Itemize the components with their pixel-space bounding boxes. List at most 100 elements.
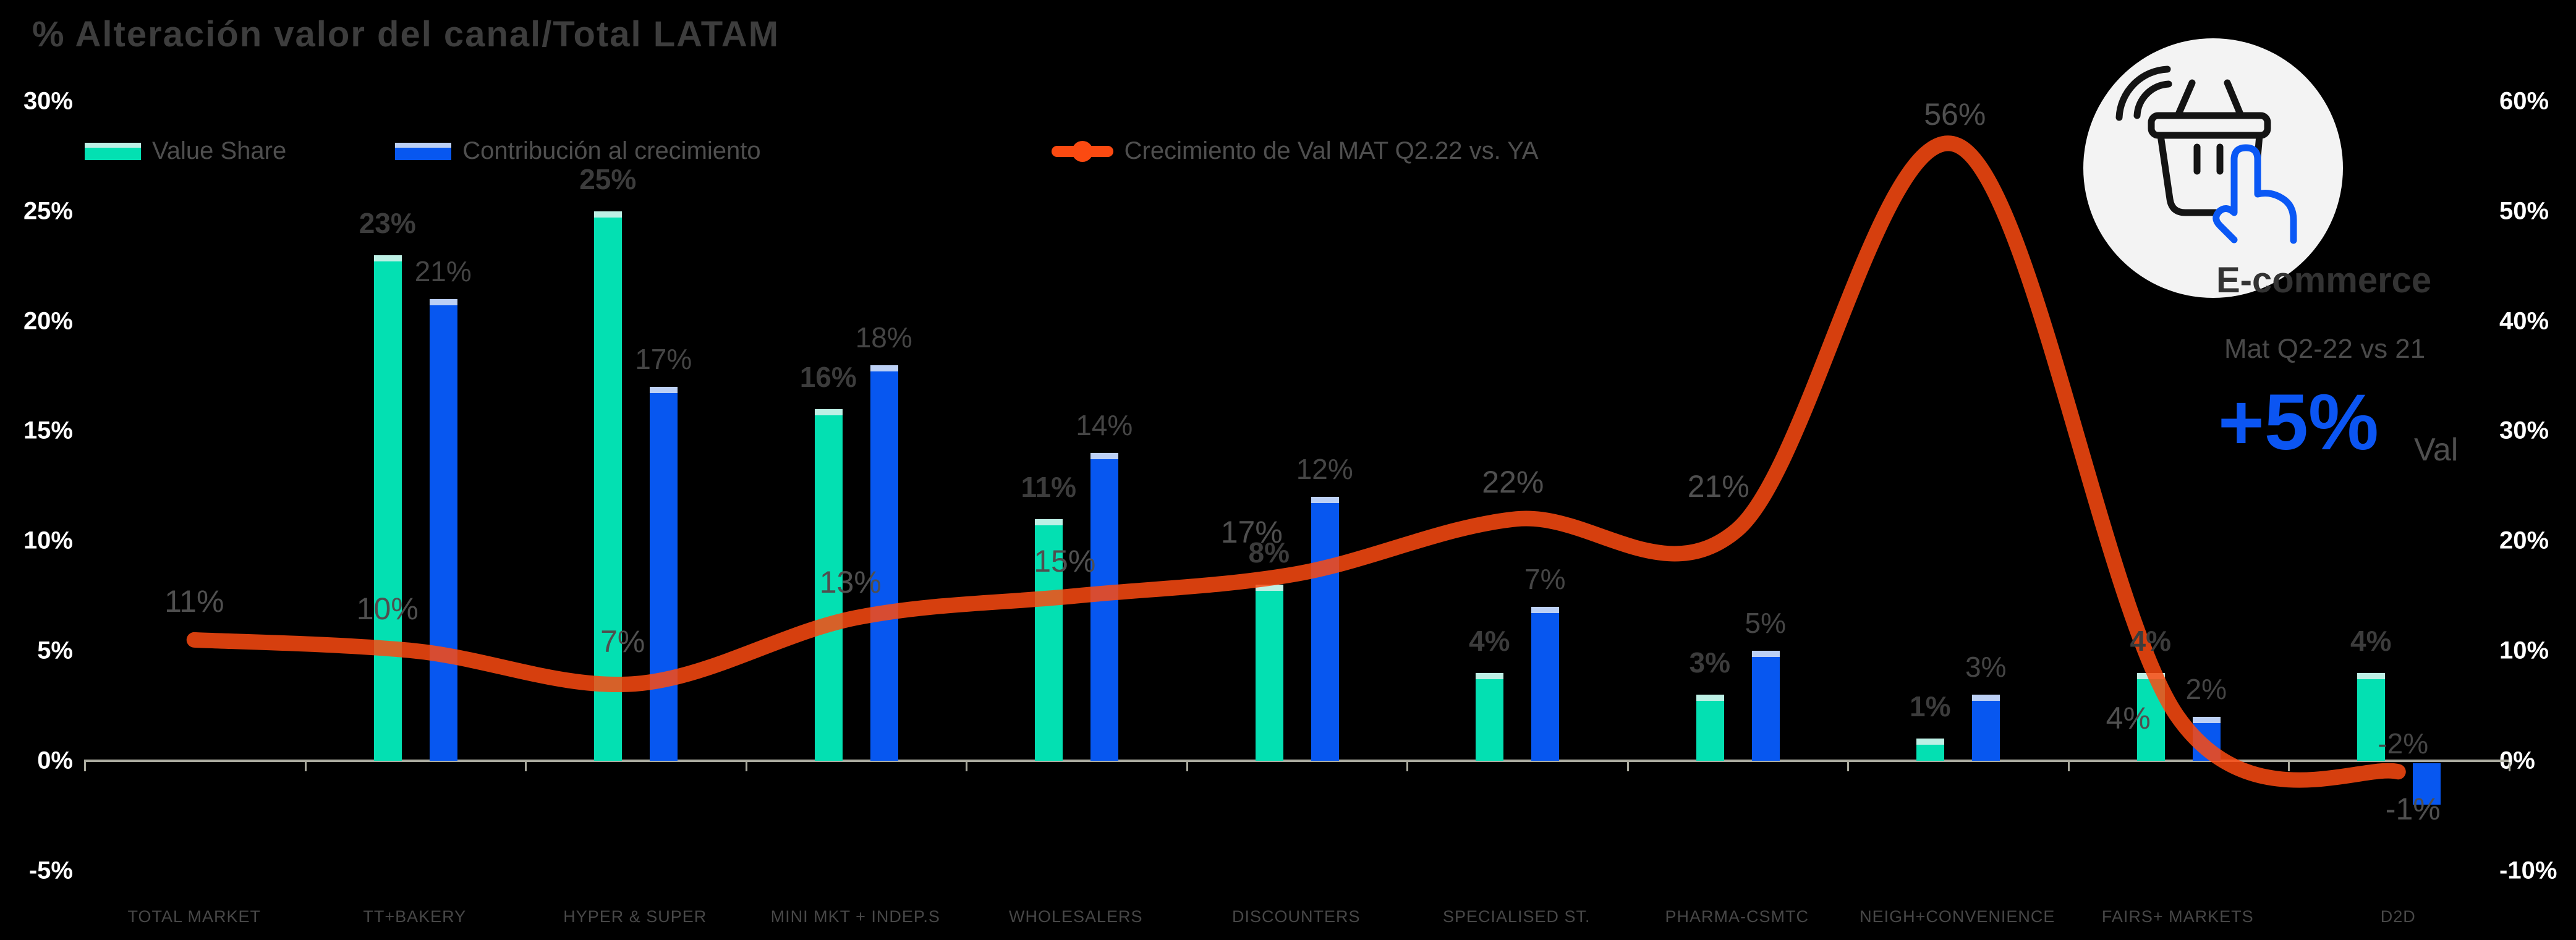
value-share-swatch-icon [85, 142, 141, 160]
bar-value-label: 7% [1524, 563, 1566, 595]
bar-cap [1696, 695, 1724, 701]
bar-cap [1751, 651, 1780, 658]
left-axis-tick-label: 20% [23, 307, 73, 335]
line-value-label: 56% [1924, 96, 1986, 132]
bar-cap [1972, 695, 2000, 701]
x-axis-tick [84, 762, 86, 771]
basket-rim-icon [2148, 112, 2271, 139]
right-axis-tick-label: -10% [2499, 857, 2557, 884]
bar-value-label: 5% [1745, 607, 1786, 640]
category-label: FAIRS+ MARKETS [2101, 907, 2254, 926]
left-axis-tick-label: 0% [37, 747, 73, 774]
x-axis-tick [966, 762, 967, 771]
bar-cap [814, 409, 843, 415]
bar-value-label: 18% [855, 321, 912, 354]
bar-cap [1255, 585, 1283, 591]
line-value-label: 21% [1687, 469, 1749, 504]
category-label: TOTAL MARKET [127, 907, 261, 926]
right-axis-tick-label: 30% [2499, 417, 2549, 444]
bar-value-label: 4% [1469, 624, 1510, 657]
bar-cap [1090, 453, 1119, 459]
line-value-label: -1% [2385, 791, 2441, 826]
x-axis-tick [745, 762, 747, 771]
page-title: % Alteración valor del canal/Total LATAM [32, 14, 780, 54]
category-label: TT+BAKERY [363, 907, 467, 926]
bar [1090, 453, 1119, 761]
bar-cap [1311, 497, 1339, 504]
bar-value-label: 17% [635, 343, 692, 376]
bar-cap [1916, 739, 1945, 745]
line-value-label: 22% [1482, 464, 1544, 499]
x-axis-tick [1406, 762, 1408, 771]
category-label: MINI MKT + INDEP.S [770, 907, 940, 926]
left-axis-tick-label: 30% [23, 87, 73, 115]
bar [594, 211, 623, 761]
line-value-label: 15% [1034, 544, 1096, 579]
bar-value-label: -2% [2378, 727, 2429, 760]
bar-value-label: 1% [1910, 690, 1951, 723]
bar [650, 387, 678, 761]
bar [429, 299, 457, 761]
left-axis-tick-label: 10% [23, 527, 73, 554]
right-axis-tick-label: 40% [2499, 307, 2549, 335]
bar-cap [1531, 607, 1560, 613]
x-axis-tick [304, 762, 307, 771]
right-axis-tick-label: 10% [2499, 637, 2549, 664]
bar-cap [594, 211, 623, 218]
line-value-label: 7% [600, 624, 645, 659]
line-value-label: 10% [356, 591, 419, 627]
bar-value-label: 3% [1689, 646, 1730, 679]
bar [1696, 695, 1724, 761]
category-label: NEIGH+CONVENIENCE [1860, 907, 2055, 926]
x-axis-tick [1186, 762, 1188, 771]
x-axis-tick [2067, 762, 2070, 771]
bar-cap [2357, 672, 2386, 679]
category-label: WHOLESALERS [1008, 907, 1143, 926]
bar [1972, 695, 2000, 761]
badge-title: E-commerce [2216, 260, 2432, 300]
category-label: DISCOUNTERS [1231, 907, 1361, 926]
basket-handle-left-icon [2174, 79, 2196, 119]
bar-cap [373, 255, 402, 261]
bar [1311, 497, 1339, 761]
line-value-label: 17% [1220, 514, 1283, 549]
right-axis-tick-label: 60% [2499, 87, 2549, 115]
line-value-label: 4% [2106, 700, 2151, 735]
bar-cap [650, 387, 678, 394]
basket-handle-right-icon [2224, 79, 2245, 119]
bar-cap [2192, 716, 2221, 723]
bar-value-label: 3% [1965, 651, 2007, 684]
bar-cap [1476, 672, 1504, 679]
x-axis-tick [2508, 762, 2510, 771]
bar-value-label: 12% [1296, 453, 1353, 486]
badge-circle [2083, 38, 2343, 298]
right-axis-tick-label: 20% [2499, 527, 2549, 554]
bar-value-label: 21% [414, 255, 472, 287]
bar-value-label: 4% [2350, 624, 2392, 657]
bar [2192, 716, 2221, 761]
bar-value-label: 23% [359, 206, 416, 239]
category-label: HYPER & SUPER [563, 907, 707, 926]
line-value-label: 13% [819, 564, 882, 599]
bar-value-label: 11% [1021, 470, 1077, 503]
line-value-label: 11% [164, 584, 224, 619]
bar [1255, 585, 1283, 761]
bar [1916, 739, 1945, 761]
x-axis-tick [2288, 762, 2290, 771]
left-axis-tick-label: 25% [23, 197, 73, 225]
bar-value-label: 16% [799, 360, 857, 393]
bar [373, 255, 402, 761]
bar-value-label: 25% [579, 163, 637, 195]
bar [1476, 672, 1504, 761]
bar-value-label: 4% [2130, 624, 2171, 657]
bar [1531, 607, 1560, 761]
badge-value: +5% [2218, 378, 2379, 467]
category-label: PHARMA-CSMTC [1665, 907, 1809, 926]
badge-subtitle: Mat Q2-22 vs 21 [2224, 334, 2426, 364]
bar [1751, 651, 1780, 761]
x-axis-tick [1626, 762, 1629, 771]
category-label: D2D [2380, 907, 2416, 926]
bar-value-label: 2% [2185, 672, 2227, 705]
category-label: SPECIALISED ST. [1442, 907, 1591, 926]
